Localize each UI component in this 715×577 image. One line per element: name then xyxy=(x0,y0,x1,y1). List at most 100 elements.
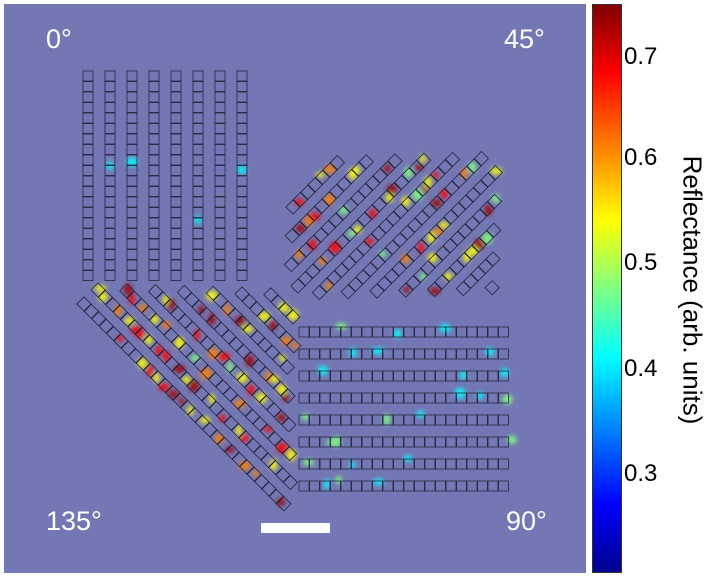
cube-outline xyxy=(236,228,248,239)
cube-outline xyxy=(104,144,116,155)
reflectance-hotspot xyxy=(386,184,398,194)
cube-outline xyxy=(466,392,478,404)
cube-outline xyxy=(309,348,320,360)
cube-outline xyxy=(202,422,218,438)
cube-outline xyxy=(401,167,417,183)
reflectance-hotspot xyxy=(188,380,199,392)
cube-outline xyxy=(217,437,233,453)
cube-outline xyxy=(340,370,352,382)
cube-outline xyxy=(340,348,352,360)
cube-outline xyxy=(445,480,457,492)
colorbar-tick-0.5: 0.5 xyxy=(624,249,658,276)
cube-outline xyxy=(393,392,404,404)
reflectance-hotspot xyxy=(324,194,335,206)
reflectance-hotspot xyxy=(349,461,356,468)
cube-outline xyxy=(214,123,226,134)
cube-outline xyxy=(142,334,158,350)
cube-outline xyxy=(148,259,160,271)
cube-outline xyxy=(298,242,314,258)
cube-outline xyxy=(141,305,157,321)
cube-outline xyxy=(403,480,415,492)
cube-outline xyxy=(214,165,226,176)
cube-outline xyxy=(185,321,201,337)
cube-outline xyxy=(259,395,275,411)
cube-outline xyxy=(400,196,416,212)
cube-outline xyxy=(249,301,265,317)
cube-outline xyxy=(478,230,494,246)
reflectance-hotspot xyxy=(491,193,500,204)
cube-outline xyxy=(209,429,225,445)
cube-outline xyxy=(126,175,138,187)
cube-outline xyxy=(223,415,239,431)
cube-outline xyxy=(340,326,352,338)
cube-outline xyxy=(104,249,116,260)
reflectance-hotspot xyxy=(178,398,185,405)
cube-outline xyxy=(264,344,280,360)
cube-outline xyxy=(487,458,499,470)
cube-outline xyxy=(192,238,204,250)
cube-outline xyxy=(253,445,269,461)
cube-outline xyxy=(498,436,509,448)
cube-outline xyxy=(382,326,394,338)
cube-outline xyxy=(436,216,452,232)
cube-outline xyxy=(192,91,204,103)
cube-outline xyxy=(372,414,383,426)
cube-outline xyxy=(406,246,422,262)
cube-outline xyxy=(126,91,138,103)
cube-outline xyxy=(340,414,352,426)
cube-outline xyxy=(309,436,320,448)
cube-outline xyxy=(156,320,172,336)
reflectance-hotspot xyxy=(168,390,179,399)
cube-outline xyxy=(309,392,320,404)
cube-outline xyxy=(414,348,425,360)
reflectance-hotspot xyxy=(281,336,292,346)
reflectance-hotspot xyxy=(258,311,271,322)
cube-outline xyxy=(343,197,359,213)
cube-outline xyxy=(163,327,179,343)
cube-outline xyxy=(82,249,94,260)
cube-outline xyxy=(236,207,248,218)
cube-outline xyxy=(330,436,341,448)
cube-outline xyxy=(414,414,425,426)
reflectance-hotspot xyxy=(427,231,436,244)
cube-outline xyxy=(348,248,364,264)
cube-outline xyxy=(372,326,383,338)
reflectance-map-canvas xyxy=(4,4,586,573)
cube-outline xyxy=(435,326,446,338)
cube-outline xyxy=(351,161,367,177)
cube-outline xyxy=(236,372,252,388)
cube-outline xyxy=(477,370,488,382)
cube-outline xyxy=(194,386,210,402)
cube-outline xyxy=(498,414,509,426)
cube-outline xyxy=(126,196,138,208)
cube-outline xyxy=(403,414,415,426)
cube-outline xyxy=(435,436,446,448)
cube-outline xyxy=(126,238,138,250)
reflectance-hotspot xyxy=(401,253,410,264)
cube-outline xyxy=(351,458,362,470)
reflectance-hotspot xyxy=(439,221,449,229)
cube-outline xyxy=(267,431,283,447)
cube-outline xyxy=(456,326,467,338)
cube-outline xyxy=(192,154,204,166)
cube-outline xyxy=(119,283,135,299)
reflectance-hotspot xyxy=(208,393,215,405)
cube-outline xyxy=(242,322,258,338)
cube-outline xyxy=(290,278,306,294)
reflectance-hotspot xyxy=(270,375,280,383)
reflectance-hotspot xyxy=(316,171,325,178)
cube-outline xyxy=(382,392,394,404)
cube-outline xyxy=(341,255,357,271)
cube-outline xyxy=(260,452,276,468)
cube-outline-layer xyxy=(76,70,509,512)
cube-outline xyxy=(322,162,338,178)
reflectance-hotspot xyxy=(276,497,285,507)
cube-outline xyxy=(361,392,373,404)
cube-outline xyxy=(216,408,232,424)
reflectance-hotspot xyxy=(269,458,278,471)
cube-outline xyxy=(148,270,160,281)
cube-outline xyxy=(319,458,331,470)
reflectance-hotspot xyxy=(247,384,255,396)
cube-outline xyxy=(351,326,362,338)
cube-outline xyxy=(148,284,164,300)
